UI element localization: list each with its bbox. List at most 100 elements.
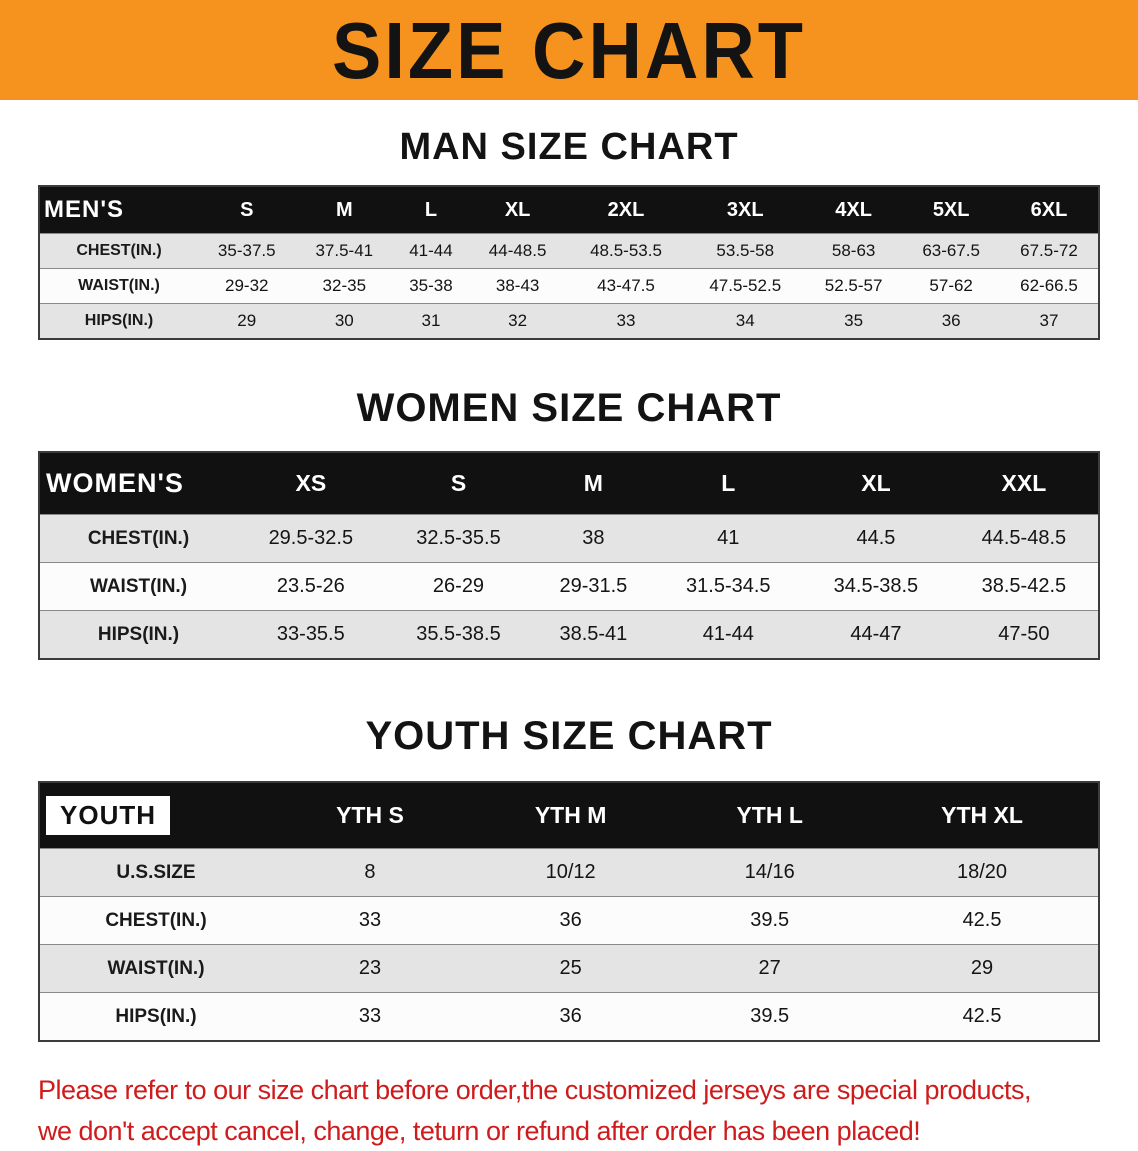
size-column-header: XS (237, 452, 385, 515)
size-column-header: 2XL (566, 186, 685, 234)
size-column-header: YTH S (272, 782, 468, 849)
measurement-value: 36 (468, 897, 673, 945)
banner-title: SIZE CHART (332, 4, 806, 96)
measurement-value: 36 (468, 993, 673, 1042)
table-title-cell: WOMEN'S (39, 452, 237, 515)
measurement-value: 39.5 (673, 897, 866, 945)
size-column-header: M (296, 186, 394, 234)
size-column-header: S (198, 186, 296, 234)
size-column-header: 3XL (686, 186, 805, 234)
measurement-value: 31 (393, 304, 469, 340)
measurement-value: 41 (654, 515, 802, 563)
size-column-header: 5XL (902, 186, 1000, 234)
measurement-value: 53.5-58 (686, 234, 805, 269)
measurement-value: 39.5 (673, 993, 866, 1042)
measurement-value: 33 (566, 304, 685, 340)
measurement-value: 48.5-53.5 (566, 234, 685, 269)
disclaimer-line-2: we don't accept cancel, change, teturn o… (38, 1111, 1100, 1151)
measurement-value: 38.5-41 (532, 611, 654, 660)
measurement-value: 44-47 (802, 611, 950, 660)
size-column-header: M (532, 452, 654, 515)
measurement-value: 29 (866, 945, 1099, 993)
measurement-value: 42.5 (866, 993, 1099, 1042)
men-size-chart-heading: MAN SIZE CHART (0, 126, 1138, 169)
measurement-value: 33 (272, 993, 468, 1042)
measurement-value: 27 (673, 945, 866, 993)
measurement-value: 35-37.5 (198, 234, 296, 269)
measurement-value: 41-44 (654, 611, 802, 660)
size-column-header: L (654, 452, 802, 515)
measurement-value: 34.5-38.5 (802, 563, 950, 611)
measurement-value: 35.5-38.5 (385, 611, 533, 660)
disclaimer-line-1: Please refer to our size chart before or… (38, 1070, 1100, 1111)
measurement-value: 35-38 (393, 269, 469, 304)
measurement-value: 37 (1000, 304, 1099, 340)
measurement-value: 38-43 (469, 269, 567, 304)
measurement-value: 58-63 (805, 234, 903, 269)
measurement-value: 14/16 (673, 849, 866, 897)
measurement-value: 29 (198, 304, 296, 340)
measurement-value: 31.5-34.5 (654, 563, 802, 611)
measurement-label: HIPS(IN.) (39, 993, 272, 1042)
measurement-value: 42.5 (866, 897, 1099, 945)
size-column-header: L (393, 186, 469, 234)
size-column-header: 4XL (805, 186, 903, 234)
measurement-value: 63-67.5 (902, 234, 1000, 269)
measurement-value: 32.5-35.5 (385, 515, 533, 563)
measurement-value: 44.5 (802, 515, 950, 563)
measurement-value: 35 (805, 304, 903, 340)
measurement-label: HIPS(IN.) (39, 611, 237, 660)
size-column-header: S (385, 452, 533, 515)
measurement-value: 29-31.5 (532, 563, 654, 611)
measurement-value: 33-35.5 (237, 611, 385, 660)
measurement-value: 23.5-26 (237, 563, 385, 611)
measurement-value: 57-62 (902, 269, 1000, 304)
measurement-value: 30 (296, 304, 394, 340)
measurement-value: 26-29 (385, 563, 533, 611)
measurement-value: 37.5-41 (296, 234, 394, 269)
measurement-label: WAIST(IN.) (39, 269, 198, 304)
measurement-value: 44.5-48.5 (950, 515, 1099, 563)
measurement-value: 38.5-42.5 (950, 563, 1099, 611)
measurement-value: 29-32 (198, 269, 296, 304)
size-column-header: XXL (950, 452, 1099, 515)
measurement-label: CHEST(IN.) (39, 897, 272, 945)
measurement-label: WAIST(IN.) (39, 563, 237, 611)
measurement-value: 34 (686, 304, 805, 340)
size-column-header: XL (469, 186, 567, 234)
size-column-header: YTH M (468, 782, 673, 849)
measurement-value: 62-66.5 (1000, 269, 1099, 304)
table-title-chip: YOUTH (46, 796, 170, 835)
measurement-value: 52.5-57 (805, 269, 903, 304)
table-title-cell: MEN'S (39, 186, 198, 234)
size-column-header: YTH XL (866, 782, 1099, 849)
women-size-chart-heading: WOMEN SIZE CHART (0, 386, 1138, 431)
measurement-label: HIPS(IN.) (39, 304, 198, 340)
measurement-value: 67.5-72 (1000, 234, 1099, 269)
measurement-value: 44-48.5 (469, 234, 567, 269)
measurement-value: 25 (468, 945, 673, 993)
measurement-label: WAIST(IN.) (39, 945, 272, 993)
size-chart-banner: SIZE CHART (0, 0, 1138, 100)
measurement-value: 43-47.5 (566, 269, 685, 304)
size-column-header: 6XL (1000, 186, 1099, 234)
measurement-value: 32-35 (296, 269, 394, 304)
measurement-value: 47-50 (950, 611, 1099, 660)
measurement-value: 10/12 (468, 849, 673, 897)
measurement-value: 23 (272, 945, 468, 993)
